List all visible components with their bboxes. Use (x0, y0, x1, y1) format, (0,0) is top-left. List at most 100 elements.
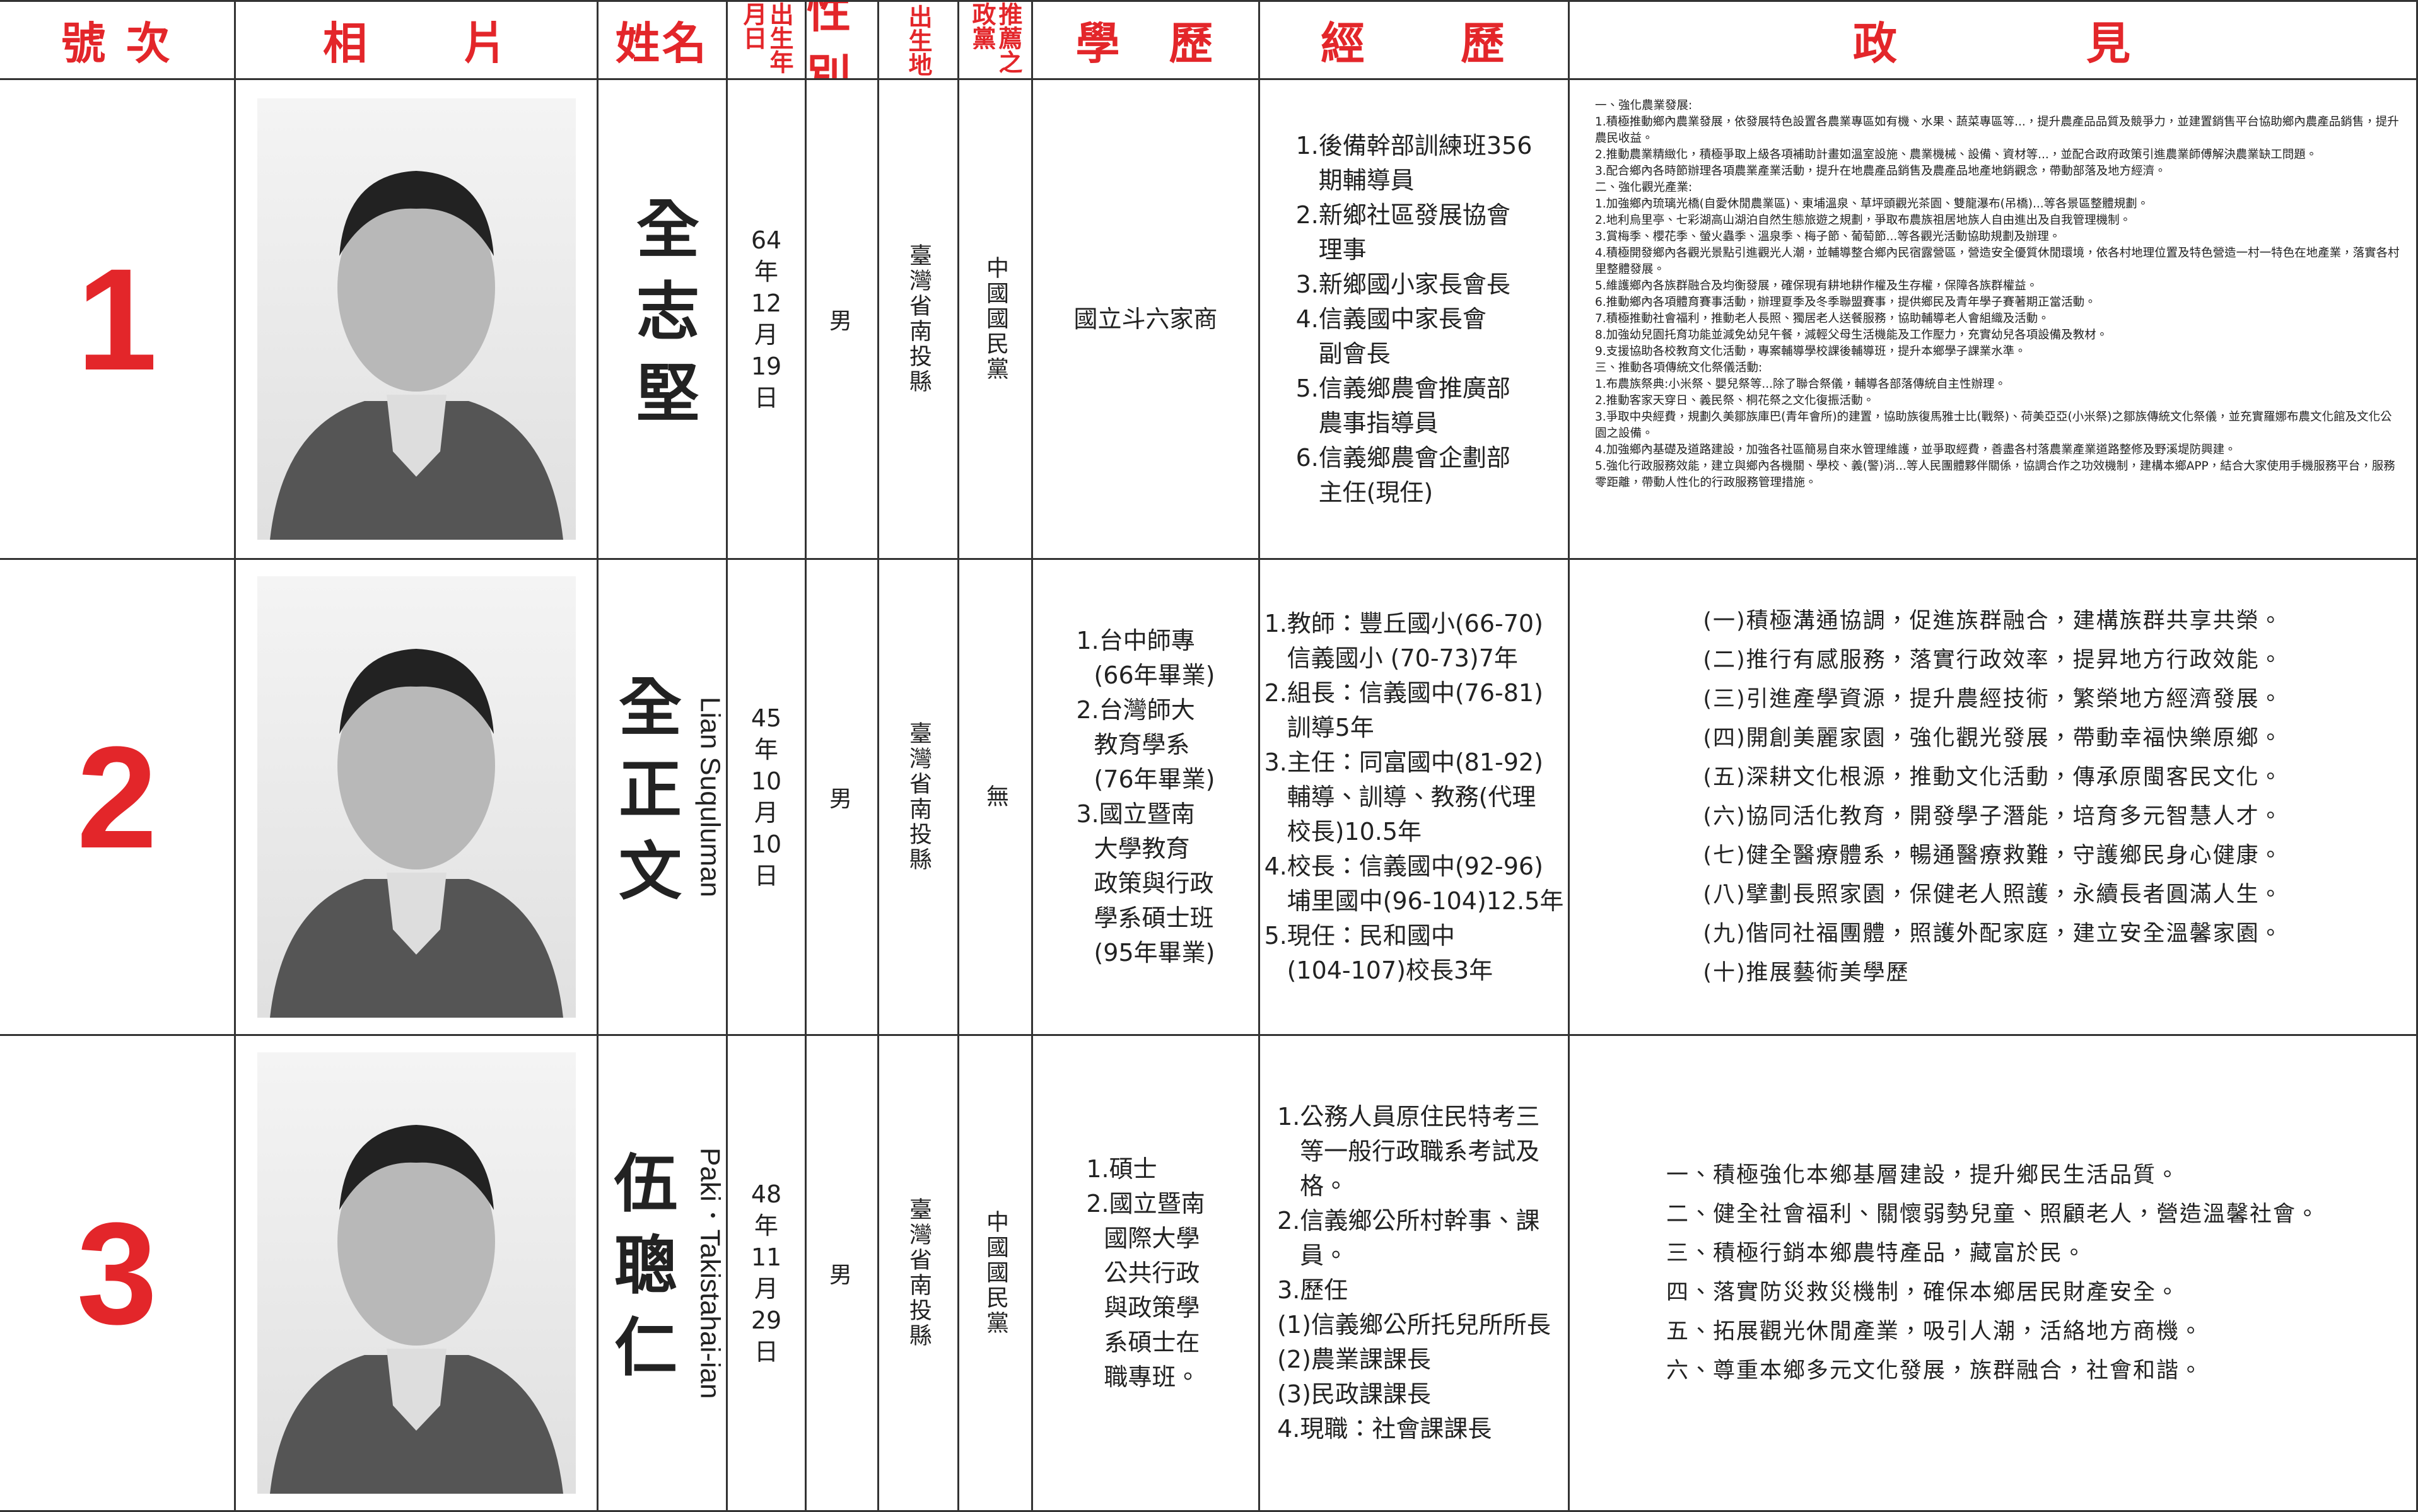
experience-line: 副會長 (1318, 339, 1391, 368)
birthplace: 臺灣省南投縣 (906, 1197, 932, 1349)
header-cell: 性別 (807, 0, 879, 80)
platform-item: 2.推動客家天穿日、義民祭、桐花祭之文化復振活動。 (1595, 394, 1875, 407)
gender: 男 (829, 308, 855, 334)
platform-item: 2.地利烏里亭、七彩湖高山湖泊自然生態旅遊之規劃，爭取布農族祖居地族人自由進出及… (1595, 214, 2132, 227)
experience-line: 員。 (1300, 1242, 1348, 1269)
experience-line: 2.組長：信義國中(76-81) (1264, 678, 1543, 707)
photo-cell (236, 560, 599, 1036)
platform-item: 二、強化觀光產業: (1595, 181, 1693, 194)
experience-line: 6.信義鄉農會企劃部 (1295, 443, 1510, 472)
education-line: 系碩士在 (1104, 1328, 1200, 1356)
experience-line: 3.歷任 (1277, 1276, 1348, 1304)
education-line: 職專班。 (1104, 1363, 1200, 1391)
candidate-number: 3 (76, 1192, 158, 1354)
photo-cell (236, 80, 599, 560)
photo (257, 98, 576, 540)
birth-part: 10 (751, 830, 782, 858)
platform-item: (四)開創美麗家園，強化觀光發展，帶動幸福快樂原鄉。 (1703, 726, 2283, 751)
platform-item: 5.維護鄉內各族群融合及均衡發展，確保現有耕地耕作權及生存權，保障各族群權益。 (1595, 279, 2038, 293)
experience-line: 等一般行政職系考試及 (1300, 1137, 1540, 1165)
birth-part: 48 (751, 1180, 782, 1208)
platform: 一、強化農業發展: 1.積極推動鄉內農業發展，依發展特色設置各農業專區如有機、水果… (1570, 80, 2416, 491)
header-text: 號 次 (61, 18, 173, 69)
platform-item: 3.配合鄉內各時節辦理各項農業產業活動，提升在地農產品銷售及農產品地產地銷觀念，… (1595, 165, 2166, 178)
header-cell: 出生年月日 (728, 0, 807, 80)
gender-cell: 男 (807, 560, 879, 1036)
header-cell: 相 片 (236, 0, 599, 80)
header-text: 學 歷 (1075, 18, 1216, 69)
experience-line: 3.新鄉國小家長會長 (1295, 270, 1510, 298)
experience-line: 期輔導員 (1318, 166, 1415, 194)
photo (257, 576, 576, 1018)
birthplace: 臺灣省南投縣 (906, 243, 932, 395)
birth-part: 日 (754, 1338, 778, 1366)
photo-cell (236, 1036, 599, 1512)
party-cell: 中國國民黨 (959, 1036, 1033, 1512)
experience: 1.教師：豐丘國小(66-70) 信義國小 (70-73)7年 2.組長：信義國中(… (1264, 607, 1564, 988)
candidate-name-latin: Lian Suquluman (694, 696, 726, 897)
header-text: 出生地 (904, 4, 932, 76)
header-text: 性別 (807, 0, 853, 80)
education-line: 與政策學 (1104, 1293, 1200, 1322)
platform-item: 3.爭取中央經費，規劃久美鄒族庫巴(青年會所)的建置，協助族復馬雅士比(戰祭)、… (1595, 410, 2392, 440)
platform-item: (二)推行有感服務，落實行政效率，提昇地方行政效能。 (1703, 648, 2283, 673)
party: 中國國民黨 (983, 256, 1008, 382)
platform-item: (七)健全醫療體系，暢通醫療救難，守護鄉民身心健康。 (1703, 843, 2283, 868)
birth-cell: 48 年 11 月 29 日 (728, 1036, 807, 1512)
birth-part: 年 (754, 736, 778, 764)
education: 國立斗六家商 (1073, 302, 1217, 337)
platform-item: 9.支援協助各校教育文化活動，專案輔導學校課後輔導班，提升本鄉學子課業水準。 (1595, 345, 2026, 358)
header-cell: 經 歷 (1260, 0, 1570, 80)
birth-part: 月 (754, 1275, 778, 1303)
platform-item: 一、強化農業發展: (1595, 99, 1693, 112)
education-line: 政策與行政 (1094, 869, 1214, 897)
platform-item: (三)引進產學資源，提升農經技術，繁榮地方經濟發展。 (1703, 687, 2283, 712)
education-line: 2.國立暨南 (1086, 1189, 1205, 1218)
platform-item: 5.強化行政服務效能，建立與鄉內各機關、學校、義(警)消...等人民團體夥伴關係… (1595, 460, 2395, 489)
experience-line: 輔導、訓導、教務(代理 (1287, 782, 1536, 811)
party-cell: 無 (959, 560, 1033, 1036)
education-line: (76年畢業) (1094, 765, 1215, 793)
platform-cell: 一、積極強化本鄉基層建設，提升鄉民生活品質。 二、健全社會福利、關懷弱勢兒童、照顧… (1570, 1036, 2418, 1512)
education: 1.台中師專 (66年畢業) 2.台灣師大 教育學系 (76年畢業) 3.國立暨南 大學教育… (1076, 624, 1215, 970)
platform-item: 四、落實防災救災機制，確保本鄉居民財產安全。 (1666, 1280, 2180, 1305)
gender: 男 (829, 1262, 855, 1288)
experience-line: 校長)10.5年 (1287, 817, 1422, 846)
gender-cell: 男 (807, 1036, 879, 1512)
platform-item: (一)積極溝通協調，促進族群融合，建構族群共享共榮。 (1703, 608, 2283, 634)
experience-line: 5.信義鄉農會推廣部 (1295, 374, 1510, 402)
experience-line: 1.後備幹部訓練班356 (1295, 131, 1533, 160)
education-line: 1.台中師專 (1076, 627, 1195, 654)
header-cell: 政 見 (1570, 0, 2418, 80)
education: 1.碩士 2.國立暨南 國際大學 公共行政 與政策學 系碩士在 職專班。 (1086, 1152, 1205, 1395)
platform-item: 1.布農族祭典:小米祭、嬰兒祭等...除了聯合祭儀，輔導各部落傳統自主性辦理。 (1595, 378, 2007, 391)
birth-part: 日 (754, 384, 778, 412)
education-cell: 國立斗六家商 (1033, 80, 1260, 560)
education-line: 國立斗六家商 (1073, 305, 1218, 333)
platform-item: (九)偕同社福團體，照護外配家庭，建立安全溫馨家園。 (1703, 921, 2283, 946)
experience-line: 格。 (1300, 1172, 1348, 1200)
platform: (一)積極溝通協調，促進族群融合，建構族群共享共榮。 (二)推行有感服務，落實行政… (1703, 602, 2282, 992)
birth-part: 日 (754, 862, 778, 890)
header-text: 經 歷 (1321, 18, 1507, 69)
experience-line: (3)民政課課長 (1277, 1380, 1431, 1408)
candidate-number: 1 (76, 238, 158, 400)
platform-item: 三、積極行銷本鄉農特產品，藏富於民。 (1666, 1241, 2086, 1266)
platform-item: 7.積極推動社會福利，推動老人長照、獨居老人送餐服務，協助輔導老人會組織及活動。 (1595, 312, 2050, 325)
birth-part: 45 (751, 704, 782, 732)
experience-cell: 1.公務人員原住民特考三 等一般行政職系考試及 格。 2.信義鄉公所村幹事、課 員。 3.… (1260, 1036, 1570, 1512)
platform-item: 6.推動鄉內各項體育賽事活動，辦理夏季及冬季聯盟賽事，提供鄉民及青年學子賽著期正… (1595, 296, 2096, 309)
experience-line: 埔里國中(96-104)12.5年 (1287, 887, 1564, 915)
experience-line: 訓導5年 (1287, 713, 1374, 741)
platform-item: 一、積極強化本鄉基層建設，提升鄉民生活品質。 (1666, 1163, 2180, 1188)
name-cell: 伍聰仁 Paki．Takistahai-ian (599, 1036, 728, 1512)
party: 中國國民黨 (983, 1210, 1008, 1336)
header-cell: 推薦之政黨 (959, 0, 1033, 80)
header-cell: 號 次 (0, 0, 236, 80)
birth-part: 年 (754, 258, 778, 286)
birthplace-cell: 臺灣省南投縣 (879, 1036, 959, 1512)
birth-cell: 64 年 12 月 19 日 (728, 80, 807, 560)
gender-cell: 男 (807, 80, 879, 560)
experience-line: 理事 (1318, 235, 1367, 264)
